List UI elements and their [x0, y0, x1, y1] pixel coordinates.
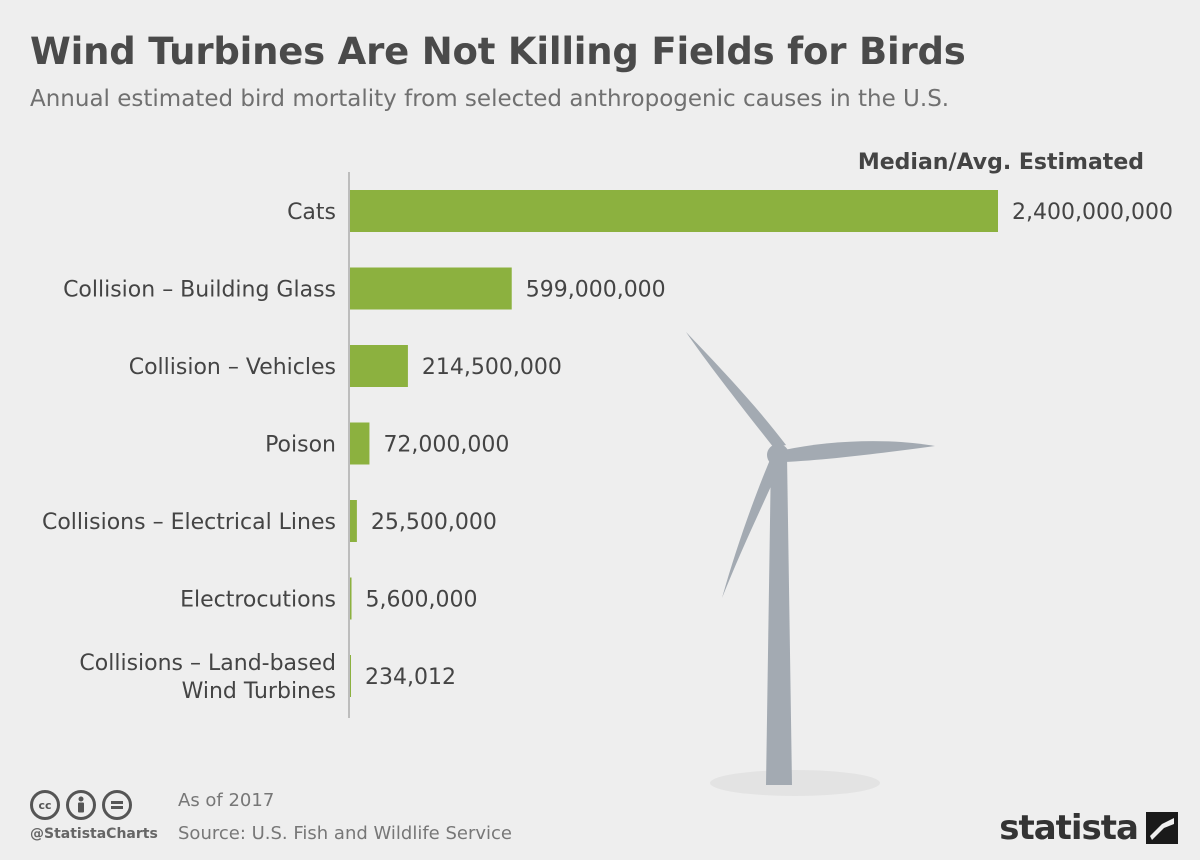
bar-4: [350, 500, 357, 542]
category-label-2: Collision – Vehicles: [129, 355, 336, 380]
value-label-3: 72,000,000: [383, 433, 509, 458]
value-label-5: 5,600,000: [366, 588, 478, 613]
value-label-0: 2,400,000,000: [1012, 200, 1173, 225]
as-of-note: As of 2017: [178, 790, 275, 811]
category-label-5: Electrocutions: [180, 588, 336, 613]
turbine-blade-upper: [686, 332, 786, 448]
statista-logo: statista: [999, 808, 1178, 848]
bar-2: [350, 345, 408, 387]
license-icons: cc: [30, 790, 132, 820]
turbine-hub: [767, 444, 789, 466]
cc-icon: cc: [30, 790, 60, 820]
bar-5: [350, 577, 352, 620]
bar-0: [350, 190, 998, 232]
chart-title: Wind Turbines Are Not Killing Fields for…: [30, 30, 966, 73]
bar-1: [350, 267, 512, 310]
value-label-1: 599,000,000: [526, 278, 666, 303]
category-label-1: Collision – Building Glass: [63, 278, 336, 303]
value-label-6: 234,012: [365, 665, 456, 690]
bar-6: [350, 655, 351, 697]
turbine-blade-right: [784, 441, 935, 462]
value-column-header: Median/Avg. Estimated: [857, 150, 1144, 175]
turbine-blade-lower: [722, 455, 782, 598]
wind-turbine-icon: [686, 332, 935, 796]
nd-icon: [102, 790, 132, 820]
statista-handle: @StatistaCharts: [30, 826, 158, 842]
value-label-2: 214,500,000: [422, 355, 562, 380]
bar-3: [350, 422, 370, 465]
statista-logo-icon: [1146, 812, 1178, 844]
source-note: Source: U.S. Fish and Wildlife Service: [178, 823, 513, 844]
category-label-3: Poison: [265, 433, 336, 458]
brand-name: statista: [999, 808, 1139, 848]
category-label-0: Cats: [287, 200, 336, 225]
category-label-6: Collisions – Land-based Wind Turbines: [79, 651, 336, 704]
by-icon: [66, 790, 96, 820]
value-label-4: 25,500,000: [371, 510, 497, 535]
turbine-tower: [766, 455, 792, 785]
chart-subtitle: Annual estimated bird mortality from sel…: [30, 86, 950, 112]
category-label-4: Collisions – Electrical Lines: [42, 510, 336, 535]
turbine-shadow: [710, 770, 880, 796]
